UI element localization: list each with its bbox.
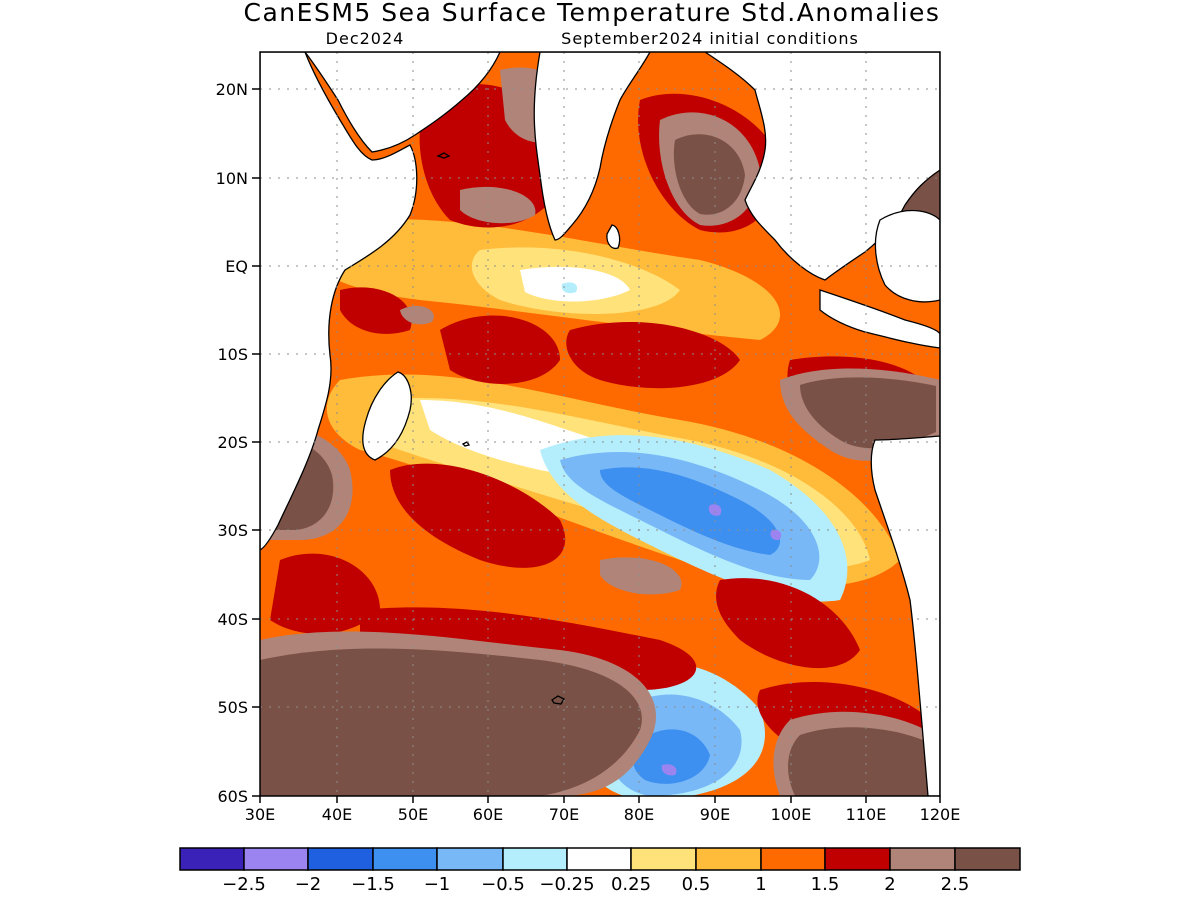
- lat-label: 10S: [217, 345, 248, 364]
- field-band: [788, 727, 938, 796]
- lon-label: 90E: [700, 805, 730, 824]
- longitude-axis: [259, 796, 941, 803]
- legend-swatch: [760, 847, 826, 871]
- field-band: [716, 578, 860, 669]
- legend-swatch: [436, 847, 504, 871]
- india-landmass: [533, 52, 651, 241]
- lat-label: 40S: [217, 610, 248, 629]
- legend-swatches: [179, 847, 1021, 871]
- kerguelen-island: [551, 695, 565, 705]
- legend-swatch: [630, 847, 697, 871]
- legend-label: −2.5: [222, 874, 266, 895]
- field-band: [633, 729, 710, 784]
- valid-month-label: Dec2024: [326, 29, 405, 48]
- legend-label: −0.25: [539, 874, 594, 895]
- anomaly-field: [260, 52, 940, 796]
- field-band: [566, 321, 740, 389]
- borneo-island: [874, 209, 940, 303]
- legend-label: 1: [755, 874, 766, 895]
- legend-swatch: [179, 847, 245, 871]
- lon-label: 60E: [473, 805, 503, 824]
- indonesia-islands: [819, 289, 940, 349]
- lat-label: 30S: [217, 521, 248, 540]
- sri-lanka-island: [606, 224, 621, 250]
- lat-label: EQ: [225, 257, 248, 276]
- map-title: CanESM5 Sea Surface Temperature Std.Anom…: [244, 0, 941, 27]
- legend-label: 2: [884, 874, 895, 895]
- field-band: [400, 305, 434, 325]
- latitude-axis: [252, 88, 260, 797]
- legend-swatch: [307, 847, 374, 871]
- mauritius-island: [461, 441, 471, 447]
- lat-label: 20S: [217, 433, 248, 452]
- land-masses: [260, 52, 940, 796]
- lon-label: 100E: [771, 805, 812, 824]
- lon-label: 30E: [245, 805, 275, 824]
- africa-landmass: [260, 52, 418, 551]
- field-band: [661, 764, 677, 776]
- legend-label: −0.5: [481, 874, 525, 895]
- field-band: [770, 529, 782, 541]
- legend-swatch: [372, 847, 438, 871]
- field-band: [561, 282, 578, 294]
- field-band: [340, 287, 412, 334]
- legend-label: 0.25: [611, 874, 651, 895]
- lon-label: 80E: [624, 805, 654, 824]
- field-band: [270, 553, 380, 634]
- legend-label: −1: [424, 874, 451, 895]
- field-band: [460, 186, 536, 224]
- socotra-island: [436, 152, 451, 159]
- legend-label: 2.5: [941, 874, 970, 895]
- madagascar-island: [362, 371, 412, 461]
- color-legend: −2.5 −2 −1.5 −1 −0.5 −0.25 0.25 0.5 1 1.…: [179, 847, 1021, 895]
- field-band: [708, 504, 722, 516]
- field-band: [600, 467, 780, 555]
- lat-label: 50S: [217, 698, 248, 717]
- lat-label: 10N: [216, 169, 248, 188]
- field-band: [390, 463, 566, 568]
- legend-label: 0.5: [682, 874, 711, 895]
- field-band: [600, 557, 682, 595]
- small-islands: [436, 152, 565, 705]
- arabia-landmass: [304, 52, 501, 153]
- lon-label: 70E: [549, 805, 579, 824]
- legend-label: 1.5: [811, 874, 840, 895]
- lon-label: 50E: [398, 805, 428, 824]
- legend-swatch: [243, 847, 309, 871]
- init-conditions-label: September2024 initial conditions: [561, 29, 859, 48]
- lon-label: 120E: [920, 805, 961, 824]
- legend-swatch: [502, 847, 568, 871]
- legend-swatch: [954, 847, 1021, 871]
- legend-label: −1.5: [351, 874, 395, 895]
- lat-label: 20N: [216, 80, 248, 99]
- legend-swatch: [566, 847, 632, 871]
- australia-landmass: [870, 435, 940, 796]
- lon-label: 40E: [322, 805, 352, 824]
- legend-swatch: [824, 847, 891, 871]
- lon-label: 110E: [846, 805, 887, 824]
- legend-label: −2: [295, 874, 322, 895]
- field-band: [673, 134, 745, 215]
- legend-swatch: [889, 847, 956, 871]
- map-frame: [259, 51, 941, 797]
- field-band: [260, 648, 642, 796]
- lat-label: 60S: [217, 787, 248, 806]
- legend-swatch: [695, 847, 762, 871]
- field-band: [440, 315, 560, 384]
- field-band: [800, 377, 936, 449]
